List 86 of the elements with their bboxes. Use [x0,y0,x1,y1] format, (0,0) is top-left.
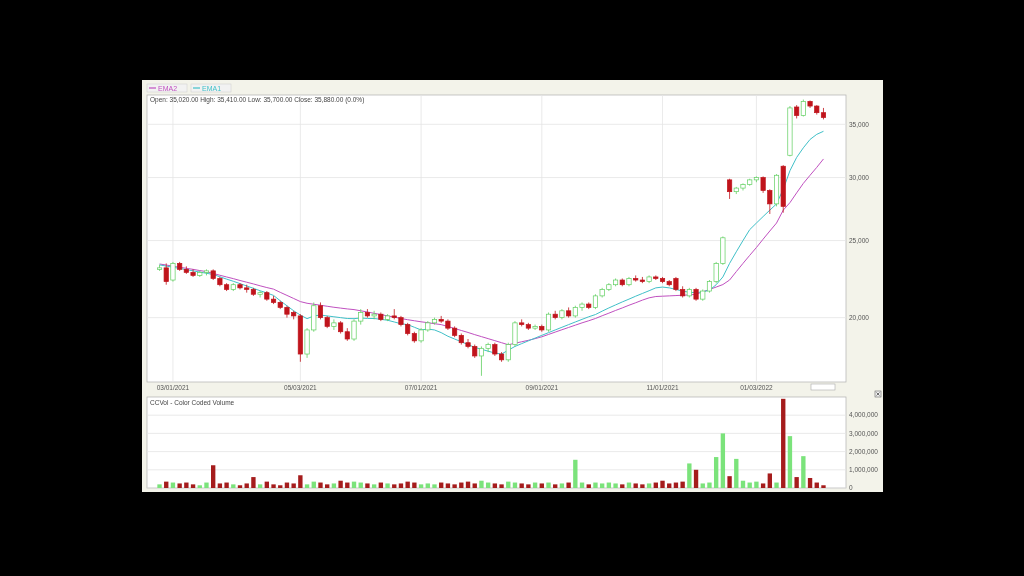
candlestick [371,310,377,320]
bar [807,477,813,488]
bar [271,484,276,488]
bar [459,482,464,488]
bar [546,482,551,488]
bar [613,483,618,488]
bar [767,473,772,488]
bar [539,483,544,488]
bar [553,484,558,488]
bar [586,484,591,488]
bar [244,483,249,488]
bar [204,482,209,488]
bar [499,484,504,488]
bar [331,483,337,488]
candlestick [331,318,337,331]
bar [412,482,417,488]
bar [472,483,477,488]
bar [787,436,793,488]
bar [298,475,303,488]
bar [734,458,739,488]
bar [559,483,565,488]
bar [492,483,498,488]
bar [157,484,162,488]
bar [566,482,571,488]
bar [680,481,685,488]
bar [432,484,437,488]
bar [633,483,638,488]
bar [727,476,732,488]
bar [398,483,404,488]
bar [760,483,766,488]
candlestick [532,324,538,331]
bar [774,482,779,488]
bar [211,465,216,488]
bar [237,485,243,488]
bar [593,482,598,488]
bar [794,477,799,488]
bar [781,398,786,488]
bar [693,469,699,488]
bar [190,484,196,488]
bar [338,480,343,488]
bar [687,463,692,488]
bar [231,484,236,488]
bar [278,485,283,488]
bar [371,484,377,488]
bar [325,484,330,488]
bar [707,482,712,488]
line-series [159,158,824,346]
bar [425,483,430,488]
bar [573,459,578,488]
bar [720,433,726,488]
bar [646,483,652,488]
bar [640,484,645,488]
bar [713,457,719,488]
bar [700,483,705,488]
bar [392,484,397,488]
bar [667,483,672,488]
bar [365,483,370,488]
candlestick [257,290,263,298]
bar [418,484,424,488]
bar [291,483,296,488]
bar [821,485,826,488]
bar [251,477,256,488]
candlestick [170,261,176,282]
candlestick [545,312,552,333]
bar [318,482,323,488]
bar [660,480,665,488]
bar [224,482,229,488]
bar [197,485,202,488]
bar [599,483,605,488]
bar [405,481,410,488]
bar [479,480,484,488]
bar [754,481,759,488]
bar [217,483,223,488]
line-series [159,130,824,355]
bar [519,483,524,488]
bar [445,483,451,488]
bar [385,483,390,488]
bar [620,484,625,488]
bar [526,484,531,488]
bar [452,484,457,488]
bar [801,456,806,488]
bar [257,484,263,488]
bar [304,484,310,488]
bar [184,482,189,488]
candlestick [163,263,169,286]
bar [177,483,182,488]
